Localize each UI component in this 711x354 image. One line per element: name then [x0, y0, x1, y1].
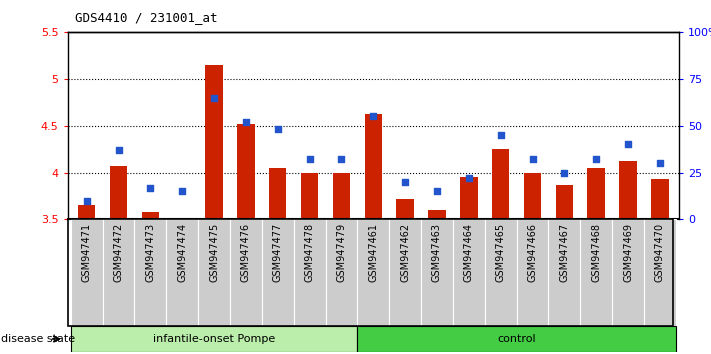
Bar	[555, 185, 573, 219]
Bar	[262, 219, 294, 326]
Bar	[524, 172, 541, 219]
Bar	[548, 219, 580, 326]
Point	[208, 95, 220, 101]
Point	[559, 170, 570, 175]
Bar	[102, 219, 134, 326]
Bar	[109, 166, 127, 219]
Text: GSM947464: GSM947464	[464, 223, 474, 282]
Text: GSM947475: GSM947475	[209, 223, 219, 282]
Point	[336, 156, 347, 162]
Point	[527, 156, 538, 162]
Bar	[644, 219, 676, 326]
Bar	[294, 219, 326, 326]
Bar	[389, 219, 421, 326]
Point	[432, 188, 443, 194]
Point	[622, 142, 634, 147]
Text: GSM947479: GSM947479	[336, 223, 346, 282]
Text: GSM947470: GSM947470	[655, 223, 665, 282]
Text: GDS4410 / 231001_at: GDS4410 / 231001_at	[75, 11, 217, 24]
Text: GSM947476: GSM947476	[241, 223, 251, 282]
Text: GSM947471: GSM947471	[82, 223, 92, 282]
Bar	[651, 179, 668, 219]
Bar	[421, 219, 453, 326]
Bar	[198, 219, 230, 326]
Bar	[333, 172, 351, 219]
Bar	[230, 219, 262, 326]
Bar	[173, 218, 191, 219]
Text: GSM947462: GSM947462	[400, 223, 410, 282]
Text: GSM947468: GSM947468	[592, 223, 602, 282]
Bar	[358, 326, 676, 352]
Bar	[205, 65, 223, 219]
Point	[654, 160, 665, 166]
Bar	[460, 177, 478, 219]
Bar	[453, 219, 485, 326]
Text: GSM947465: GSM947465	[496, 223, 506, 282]
Bar	[619, 161, 637, 219]
Text: GSM947478: GSM947478	[304, 223, 314, 282]
Bar	[237, 124, 255, 219]
Text: GSM947473: GSM947473	[145, 223, 155, 282]
Text: GSM947467: GSM947467	[560, 223, 570, 282]
Text: infantile-onset Pompe: infantile-onset Pompe	[153, 334, 275, 344]
Point	[368, 113, 379, 119]
Bar	[612, 219, 644, 326]
Bar	[141, 212, 159, 219]
Text: GSM947463: GSM947463	[432, 223, 442, 282]
Bar	[326, 219, 358, 326]
Bar	[580, 219, 612, 326]
Bar	[301, 172, 319, 219]
Point	[144, 185, 156, 190]
Bar	[492, 149, 509, 219]
Bar	[134, 219, 166, 326]
Text: control: control	[497, 334, 536, 344]
Point	[113, 147, 124, 153]
Bar	[517, 219, 548, 326]
Text: GSM947474: GSM947474	[177, 223, 187, 282]
Point	[495, 132, 506, 138]
Point	[591, 156, 602, 162]
Bar	[358, 219, 389, 326]
Point	[463, 175, 474, 181]
Bar	[485, 219, 517, 326]
Point	[81, 198, 92, 204]
Text: disease state: disease state	[1, 334, 75, 344]
Text: GSM947472: GSM947472	[114, 223, 124, 282]
Text: GSM947469: GSM947469	[623, 223, 633, 282]
Point	[176, 188, 188, 194]
Point	[304, 156, 315, 162]
Point	[272, 127, 284, 132]
Bar	[70, 219, 102, 326]
Bar	[396, 199, 414, 219]
Point	[400, 179, 411, 185]
Text: GSM947477: GSM947477	[273, 223, 283, 282]
Bar	[78, 205, 95, 219]
Bar	[70, 326, 358, 352]
Text: GSM947466: GSM947466	[528, 223, 538, 282]
Bar	[269, 168, 287, 219]
Point	[240, 119, 252, 125]
Bar	[428, 210, 446, 219]
Text: GSM947461: GSM947461	[368, 223, 378, 282]
Bar	[587, 168, 605, 219]
Bar	[166, 219, 198, 326]
Bar	[365, 114, 382, 219]
